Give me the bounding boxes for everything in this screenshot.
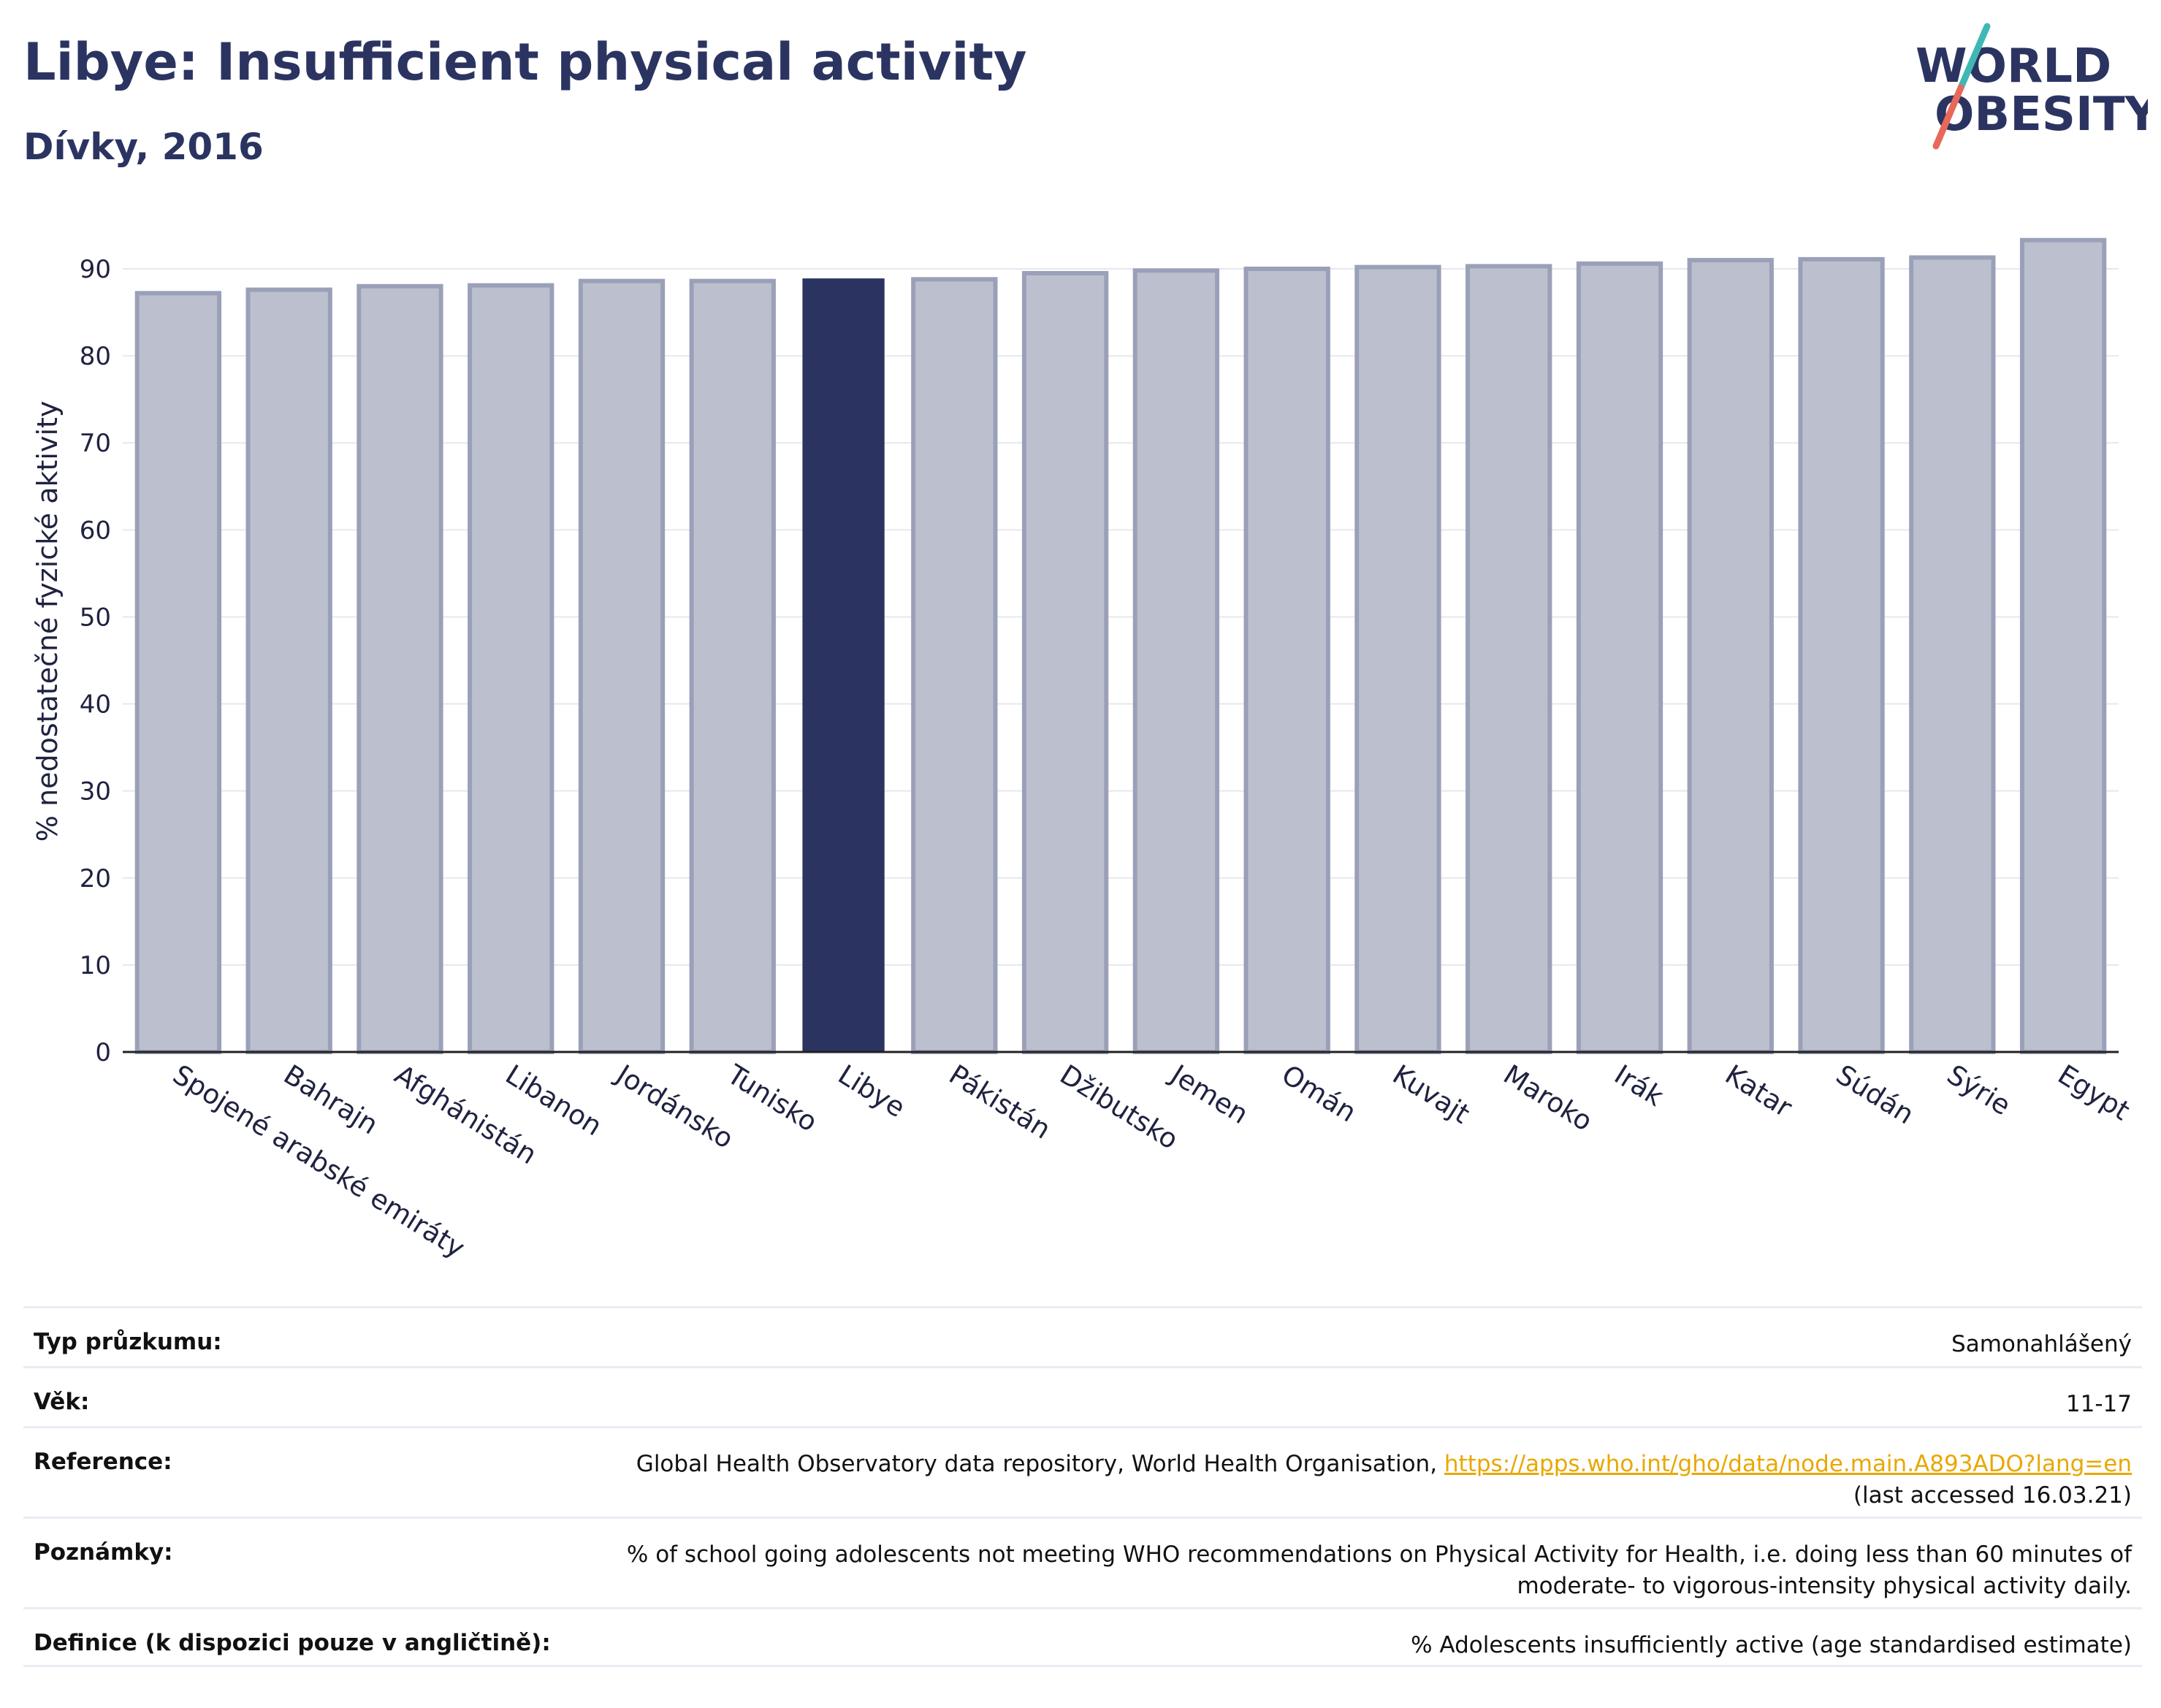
bar-chart: 0 10 20 30 40 50 60 70 80 90 % nedostatečné fyzick…	[0, 183, 2161, 1293]
y-axis-title: % nedostatečné fyzické aktivity	[31, 401, 64, 842]
info-label: Věk:	[34, 1389, 90, 1415]
x-tick-label: Kuvajt	[1387, 1059, 1476, 1130]
y-tick-label: 80	[80, 342, 111, 371]
reference-text: Global Health Observatory data repositor…	[636, 1451, 1444, 1477]
bar-afghánistán	[357, 283, 443, 1054]
x-tick-label: Džibutsko	[1054, 1059, 1184, 1156]
x-tick-label: Irák	[1609, 1059, 1669, 1113]
info-row-notes: Poznámky: % of school going adolescents …	[23, 1517, 2142, 1607]
x-tick-label: Sýrie	[1942, 1059, 2016, 1121]
bar-sýrie	[1909, 255, 1996, 1055]
info-label: Poznámky:	[34, 1539, 173, 1566]
x-tick-label: Súdán	[1831, 1059, 1920, 1130]
world-obesity-logo: WORLD OBESITY	[1907, 22, 2159, 153]
info-row-age: Věk: 11-17	[23, 1366, 2142, 1426]
y-tick-label: 20	[80, 864, 111, 893]
x-tick-label: Omán	[1276, 1059, 1362, 1128]
chart-subtitle: Dívky, 2016	[23, 126, 264, 168]
bar-libanon	[468, 283, 554, 1054]
reference-accessed: (last accessed 16.03.21)	[1853, 1482, 2132, 1509]
info-label: Typ průzkumu:	[34, 1329, 222, 1355]
y-tick-label: 40	[80, 690, 111, 720]
bar-pákistán	[911, 277, 998, 1054]
bar-spojené-arabské-emiráty	[134, 291, 222, 1055]
bar-katar	[1687, 258, 1774, 1055]
x-tick-label: Libye	[833, 1059, 911, 1124]
x-tick-label: Katar	[1720, 1059, 1798, 1124]
bar-maroko	[1466, 264, 1552, 1055]
chart-title: Libye: Insufficient physical activity	[23, 32, 1027, 92]
bar-irák	[1576, 261, 1663, 1054]
y-tick-label: 10	[80, 951, 111, 980]
y-tick-label: 0	[95, 1038, 111, 1067]
bar-džibutsko	[1021, 270, 1109, 1054]
x-tick-label: Jordánsko	[610, 1058, 739, 1155]
bar-súdán	[1798, 256, 1885, 1054]
x-tick-label: Jemen	[1164, 1058, 1254, 1130]
y-tick-label: 30	[80, 777, 111, 807]
info-table: Typ průzkumu: Samonahlášený Věk: 11-17 R…	[23, 1306, 2142, 1667]
bar-tunisko	[689, 278, 776, 1055]
bar-jemen	[1132, 268, 1220, 1055]
bar-bahrajn	[245, 287, 332, 1054]
bar-omán	[1243, 267, 1330, 1054]
x-tick-label: Maroko	[1498, 1059, 1598, 1137]
logo-line-2: OBESITY	[1935, 88, 2148, 142]
y-tick-label: 50	[80, 603, 111, 632]
info-value: 11-17	[2065, 1391, 2132, 1417]
y-tick-label: 70	[80, 429, 111, 458]
info-value: Global Health Observatory data repositor…	[636, 1449, 2132, 1511]
x-tick-label: Pákistán	[944, 1059, 1056, 1145]
bar-kuvajt	[1354, 264, 1441, 1054]
info-row-reference: Reference: Global Health Observatory dat…	[23, 1426, 2142, 1517]
y-tick-label: 90	[80, 255, 111, 284]
x-tick-label: Egypt	[2052, 1059, 2135, 1126]
info-value: Samonahlášený	[1951, 1331, 2132, 1357]
info-value: % of school going adolescents not meetin…	[627, 1539, 2132, 1602]
reference-link[interactable]: https://apps.who.int/gho/data/node.main.…	[1444, 1451, 2132, 1477]
info-row-survey-type: Typ průzkumu: Samonahlášený	[23, 1306, 2142, 1366]
bar-egypt	[2019, 237, 2107, 1054]
notes-line-2: moderate- to vigorous-intensity physical…	[1517, 1573, 2132, 1599]
y-tick-label: 60	[80, 516, 111, 545]
info-row-definition: Definice (k dispozici pouze v angličtině…	[23, 1607, 2142, 1667]
info-label: Reference:	[34, 1449, 172, 1475]
bar-jordánsko	[578, 278, 666, 1055]
info-label: Definice (k dispozici pouze v angličtině…	[34, 1630, 551, 1656]
bar-libye	[802, 278, 885, 1052]
notes-line-1: % of school going adolescents not meetin…	[626, 1541, 2132, 1568]
info-value: % Adolescents insufficiently active (age…	[1411, 1632, 2132, 1658]
logo-line-1: WORLD	[1916, 39, 2111, 94]
